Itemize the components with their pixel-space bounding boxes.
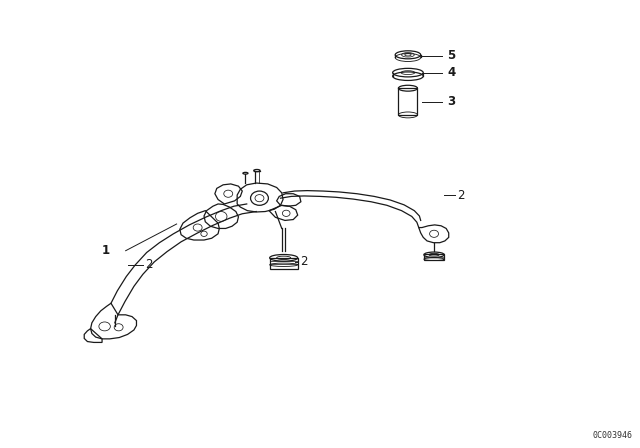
Text: 1: 1	[102, 244, 109, 257]
Text: 2: 2	[457, 189, 465, 202]
Bar	[398, 88, 417, 115]
Text: 2: 2	[145, 258, 153, 271]
Text: 5: 5	[447, 49, 456, 62]
Text: 4: 4	[447, 66, 456, 79]
Text: 3: 3	[447, 95, 456, 108]
Bar	[269, 258, 298, 268]
Text: 2: 2	[300, 255, 308, 268]
Bar	[424, 254, 444, 260]
Text: 0C003946: 0C003946	[592, 431, 632, 440]
